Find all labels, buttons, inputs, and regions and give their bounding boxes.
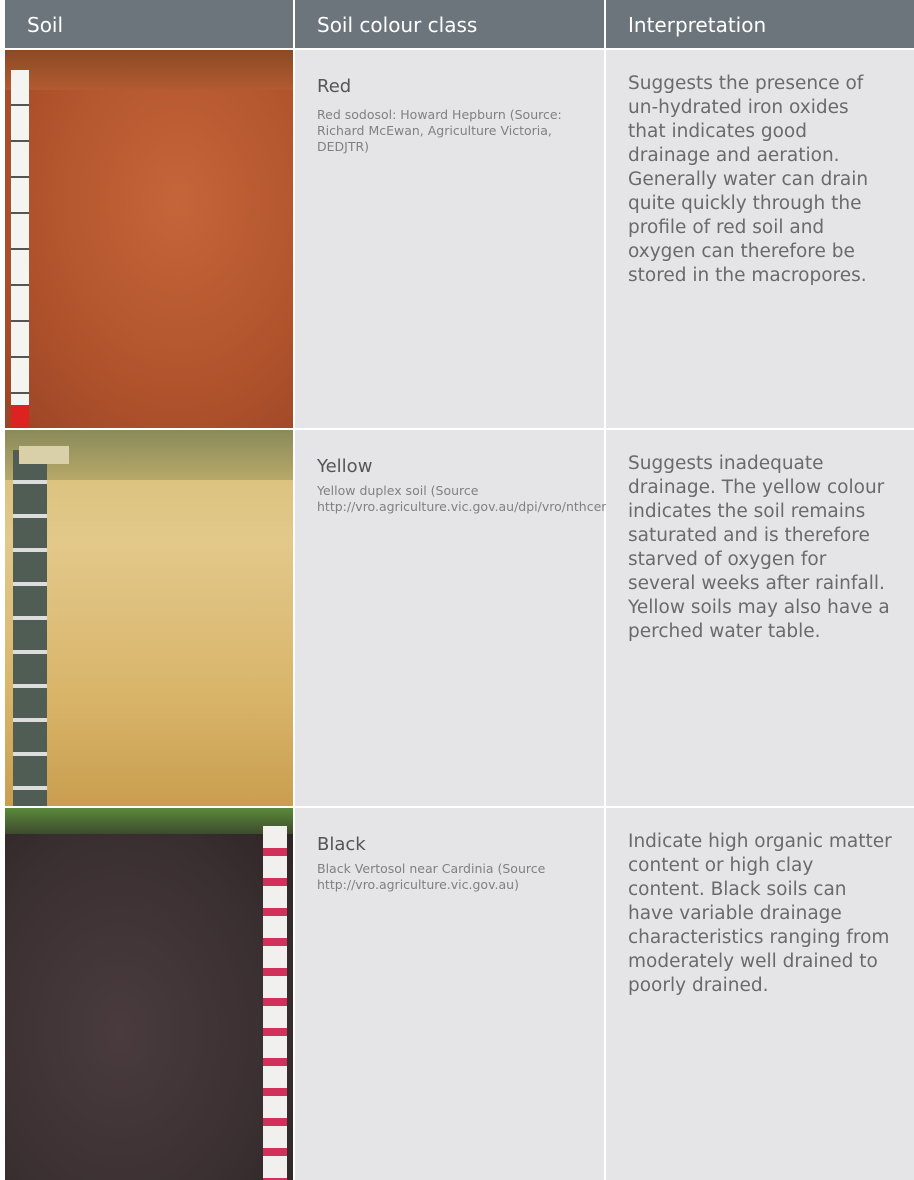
- interpretation: Suggests inadequate drainage. The yellow…: [628, 453, 890, 642]
- soil-photo: [5, 808, 293, 1180]
- soil-photo: [5, 430, 293, 806]
- class-name: Black: [317, 834, 366, 855]
- class-name: Yellow: [317, 456, 373, 477]
- topsoil: [5, 50, 293, 90]
- caption: Black Vertosol near Cardinia (Source htt…: [317, 861, 546, 892]
- header-cell: Soil: [5, 0, 293, 48]
- ruler-end: [11, 405, 29, 428]
- caption: Red sodosol: Howard Hepburn (Source: Ric…: [317, 107, 562, 154]
- ruler: [13, 450, 47, 806]
- grass: [5, 808, 293, 834]
- interpretation-cell: Indicate high organic matter content or …: [606, 808, 914, 1180]
- class-cell: Black Black Vertosol near Cardinia (Sour…: [295, 808, 604, 1180]
- header-cell: Soil colour class: [295, 0, 604, 48]
- interpretation-cell: Suggests the presence of un-hydrated iro…: [606, 50, 914, 428]
- ruler: [263, 826, 287, 1180]
- soil-photo: [5, 50, 293, 428]
- interpretation: Indicate high organic matter content or …: [628, 831, 892, 996]
- class-cell: Red Red sodosol: Howard Hepburn (Source:…: [295, 50, 604, 428]
- ruler-tag: [19, 446, 69, 464]
- caption: Yellow duplex soil (Source http://vro.ag…: [317, 483, 764, 514]
- interpretation-cell: Suggests inadequate drainage. The yellow…: [606, 430, 914, 806]
- header-cell: Interpretation: [606, 0, 914, 48]
- class-name: Red: [317, 76, 352, 97]
- ruler: [11, 70, 29, 428]
- interpretation: Suggests the presence of un-hydrated iro…: [628, 73, 869, 286]
- class-cell: Yellow Yellow duplex soil (Source http:/…: [295, 430, 764, 806]
